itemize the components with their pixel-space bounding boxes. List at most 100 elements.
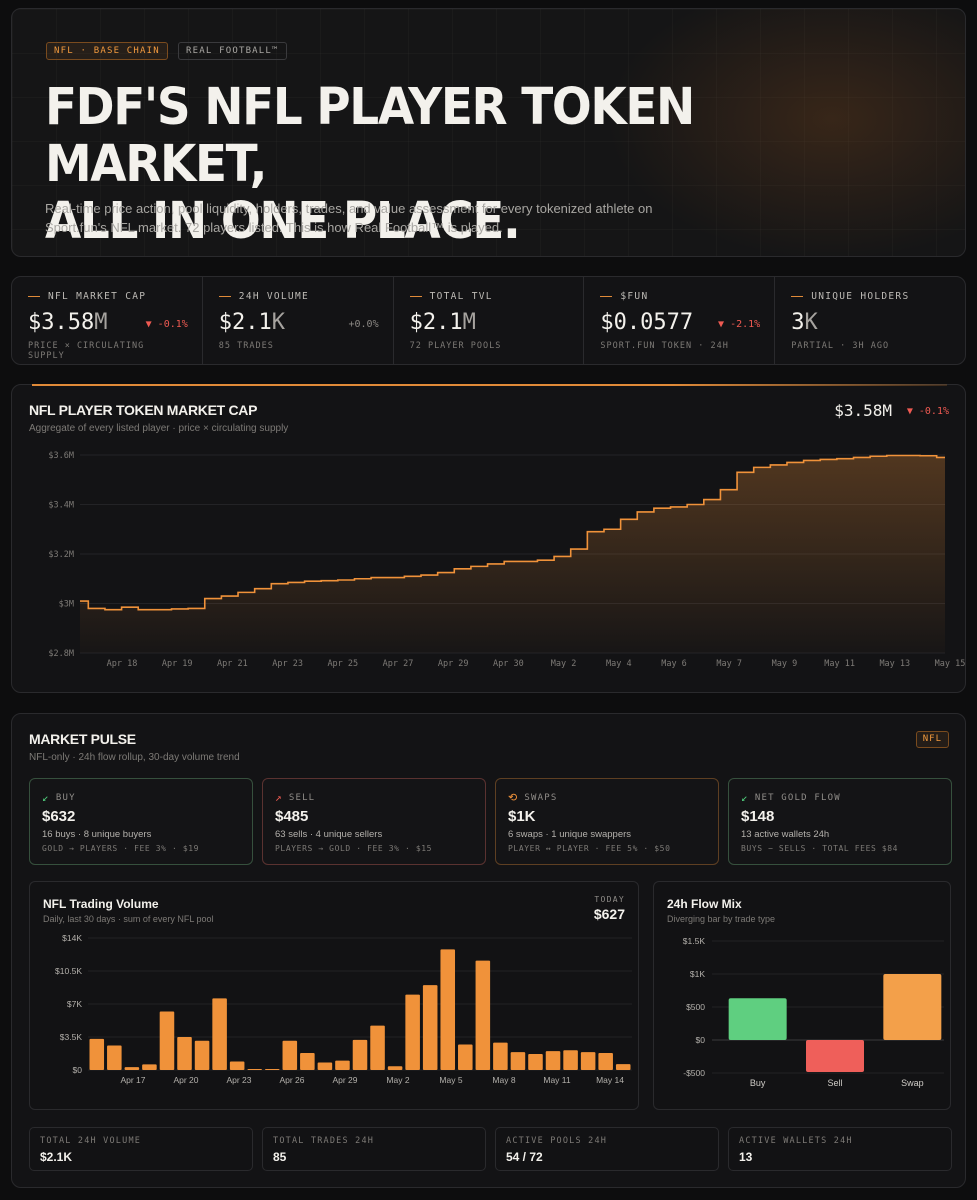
flow-value: $632 [42,808,76,825]
hero-banner: NFL · BASE CHAIN REAL FOOTBALL™ FDF'S NF… [11,8,966,257]
x-tick-label: May 7 [716,659,742,669]
flow-value: $1K [508,808,536,825]
trading-volume-subtitle: Daily, last 30 days · sum of every NFL p… [43,914,214,924]
flow-label-text: SELL [288,792,316,803]
hero-title-line-2: ALL IN ONE PLACE. [45,192,521,251]
stat-sub: PARTIAL · 3H AGO [791,341,890,351]
flow-label: ↗ SELL [275,791,473,804]
x-tick-label: Apr 23 [272,659,303,669]
x-tick-label: May 13 [879,659,910,669]
x-tick-label: Apr 30 [493,659,524,669]
volume-bar [282,1040,298,1070]
volume-bar [89,1038,105,1070]
flow-label-text: SWAPS [524,792,558,803]
x-tick-label: May 8 [492,1075,515,1085]
market-cap-chart-subtitle: Aggregate of every listed player · price… [29,423,289,434]
total-active-wallets-24h: ACTIVE WALLETS 24H 13 [728,1127,952,1171]
flow-sub-detail: GOLD → PLAYERS · FEE 3% · $19 [42,844,200,853]
volume-bar [580,1052,596,1070]
x-tick-label: May 14 [596,1075,624,1085]
today-label: TODAY [594,895,625,904]
accent-line [32,384,947,386]
volume-bar [352,1039,368,1070]
total-value: 13 [739,1150,753,1164]
total-total-trades-24h: TOTAL TRADES 24H 85 [262,1127,486,1171]
flow-sub-detail: BUYS − SELLS · TOTAL FEES $84 [741,844,899,853]
total-total-24h-volume: TOTAL 24H VOLUME $2.1K [29,1127,253,1171]
volume-bar [440,949,456,1070]
volume-bar [264,1069,280,1071]
stat-fun-token: $FUN $0.0577 SPORT.FUN TOKEN · 24H ▼ -2.… [584,277,776,364]
trading-volume-panel: NFL Trading Volume Daily, last 30 days ·… [29,881,639,1110]
total-value: 85 [273,1150,287,1164]
flow-mix-bar-sell [806,1040,864,1073]
refresh-icon: ⟲ [508,791,519,804]
chain-chip: NFL · BASE CHAIN [46,42,168,60]
total-label: ACTIVE POOLS 24H [506,1136,608,1146]
y-tick-label: $500 [686,1002,705,1012]
volume-bar [247,1069,262,1071]
y-tick-label: $0 [696,1035,706,1045]
flow-card-swaps: ⟲ SWAPS $1K 6 swaps · 1 unique swappers PLAY… [495,778,719,865]
volume-bar [615,1064,631,1070]
y-tick-label: -$500 [683,1068,705,1078]
volume-bar [300,1053,315,1070]
flow-sub-detail: PLAYER ↔ PLAYER · FEE 5% · $50 [508,844,671,853]
volume-bar [124,1067,140,1070]
volume-bar [458,1044,473,1070]
x-tick-label: Apr 20 [173,1075,198,1085]
x-tick-label: May 2 [551,659,577,669]
stat-sub: SPORT.FUN TOKEN · 24H [600,341,729,351]
total-value: 54 / 72 [506,1150,543,1164]
volume-bar [422,985,438,1070]
y-tick-label: $0 [73,1065,83,1075]
volume-bar [107,1045,122,1070]
flow-label-text: NET GOLD FLOW [754,792,841,803]
stat-label: $FUN [600,291,758,302]
x-tick-label: Apr 29 [438,659,469,669]
volume-bar [159,1011,175,1070]
flow-sub: 16 buys · 8 unique buyers [42,829,152,840]
x-tick-label: Apr 25 [327,659,358,669]
flow-mix-chart: -$500 $0 $500 $1K $1.5K Buy Sell Swap [683,936,944,1088]
x-tick-label: May 4 [606,659,632,669]
stat-unique-holders: UNIQUE HOLDERS 3K PARTIAL · 3H AGO [775,277,965,364]
flow-value: $485 [275,808,309,825]
stat-label: NFL MARKET CAP [28,291,186,302]
stat-delta: ▼ -0.1% [145,319,188,330]
volume-bar [229,1061,245,1070]
stat-value: $2.1K [218,310,286,335]
stat-delta: +0.0% [348,319,379,330]
volume-bar [177,1037,192,1070]
volume-bar [212,998,227,1070]
volume-bar [194,1040,210,1070]
arrow-up-right-icon: ↗ [275,791,283,804]
flow-mix-title: 24h Flow Mix [667,897,742,911]
volume-bar [563,1050,578,1070]
volume-bar [493,1042,508,1070]
y-tick-label: $10.5K [55,966,82,976]
volume-bar [387,1066,403,1070]
flow-mix-panel: 24h Flow Mix Diverging bar by trade type… [653,881,951,1110]
flow-label-text: BUY [55,792,76,803]
y-tick-label: $2.8M [48,649,74,659]
y-tick-label: $7K [67,999,82,1009]
volume-bar [528,1053,543,1070]
stats-bar: NFL MARKET CAP $3.58M PRICE × CIRCULATIN… [11,276,966,365]
stat-24h-volume: 24H VOLUME $2.1K 85 TRADES +0.0% [203,277,394,364]
category-label: Swap [901,1078,924,1088]
stat-value: 3K [791,310,818,335]
x-tick-label: Apr 26 [279,1075,304,1085]
flow-sub: 6 swaps · 1 unique swappers [508,829,632,840]
x-tick-label: Apr 21 [217,659,248,669]
flow-sub: 63 sells · 4 unique sellers [275,829,383,840]
flow-mix-bar-swap [883,974,942,1040]
y-tick-label: $3.4M [48,501,74,511]
x-tick-label: May 6 [661,659,687,669]
y-tick-label: $3.6M [48,451,74,461]
stat-sub: 85 TRADES [218,341,274,351]
stat-sub: PRICE × CIRCULATING SUPPLY [28,341,145,361]
market-cap-delta: ▼ -0.1% [906,406,949,417]
market-cap-chart-panel: NFL PLAYER TOKEN MARKET CAP Aggregate of… [11,384,966,693]
x-tick-label: Apr 23 [226,1075,251,1085]
